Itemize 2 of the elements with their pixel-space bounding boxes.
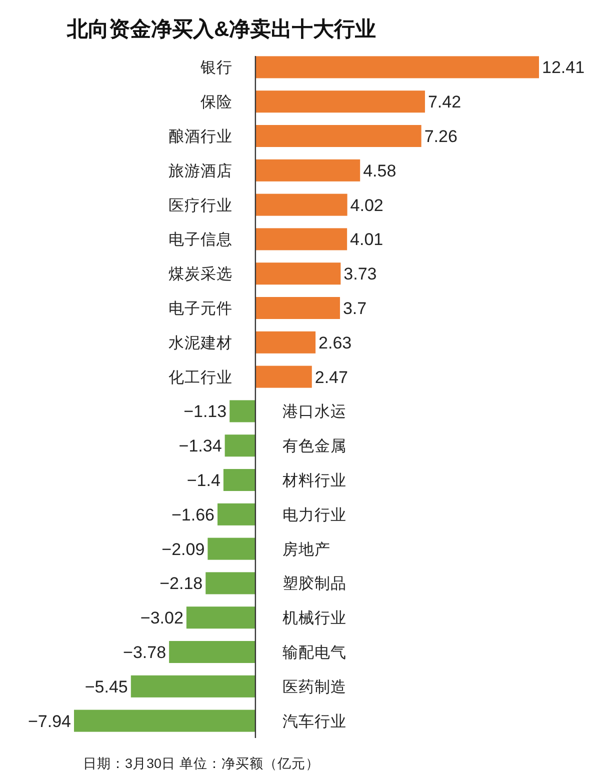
annotation: 日期：3月30日 单位：净买额（亿元） — [83, 756, 320, 771]
title: 北向资金净买入&净卖出十大行业 — [67, 18, 376, 41]
